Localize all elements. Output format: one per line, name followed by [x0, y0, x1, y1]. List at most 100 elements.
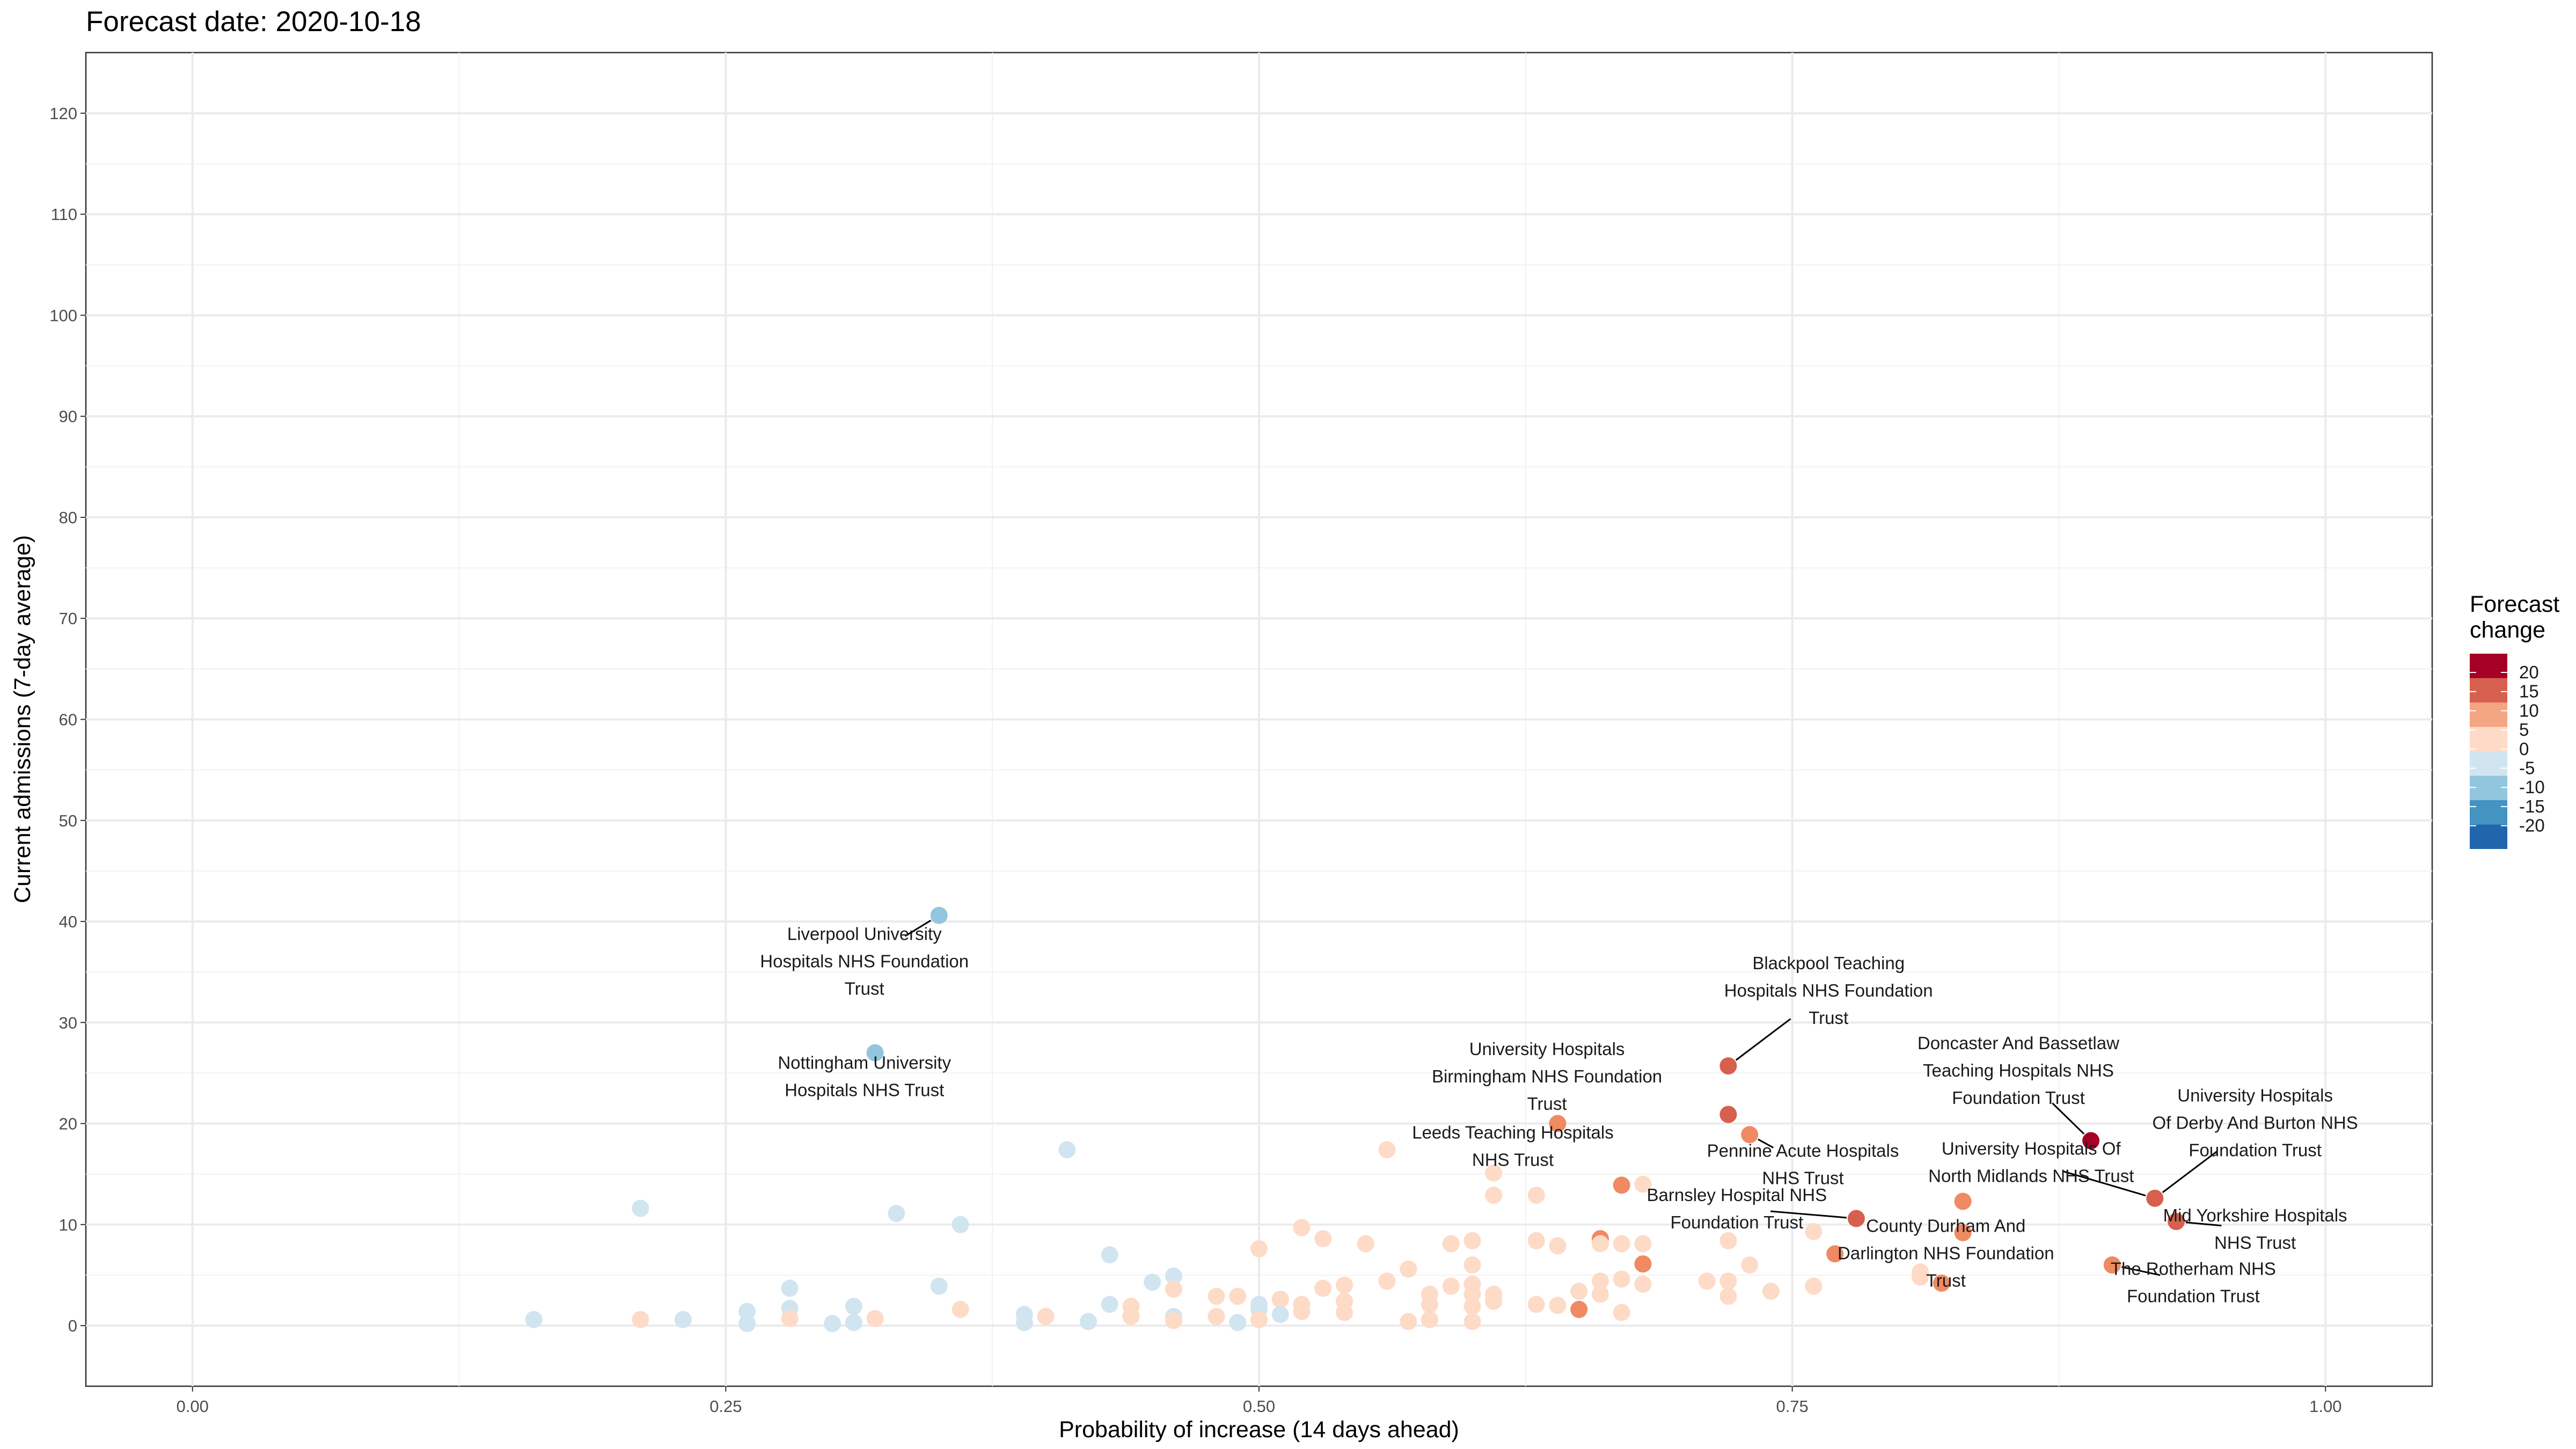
data-point — [2168, 1213, 2185, 1231]
data-point — [930, 906, 948, 924]
annotation-leader-line — [1770, 1210, 1847, 1219]
data-point — [1400, 1260, 1417, 1278]
legend-label: 10 — [2519, 700, 2539, 720]
data-point — [1847, 1210, 1865, 1227]
data-point — [1101, 1246, 1118, 1264]
annotation-line: Hospitals NHS Foundation — [1724, 980, 1933, 1000]
y-tick-label: 80 — [59, 508, 77, 527]
data-point — [1634, 1275, 1652, 1293]
data-point — [1015, 1314, 1033, 1331]
data-point — [1463, 1256, 1481, 1274]
axis-ticks: 0 10 20 30 40 50 60 70 80 90 100 110 120 0.00 0.25 0.50… — [49, 104, 2341, 1416]
annotation-leader-line — [2052, 1102, 2085, 1135]
data-point — [632, 1311, 649, 1328]
data-point — [1144, 1274, 1161, 1291]
legend-color-swatch — [2470, 751, 2507, 776]
data-point — [1101, 1296, 1118, 1313]
annotation-line: University Hospitals — [1469, 1039, 1625, 1059]
x-tick-label: 0.25 — [709, 1397, 742, 1416]
data-point — [1591, 1272, 1609, 1290]
data-point — [1826, 1245, 1844, 1263]
data-point — [1229, 1314, 1247, 1331]
y-tick-label: 30 — [59, 1013, 77, 1032]
data-point — [781, 1279, 799, 1297]
data-point — [1762, 1283, 1780, 1300]
data-point — [1463, 1313, 1481, 1330]
annotation-line: University Hospitals Of — [1942, 1139, 2121, 1159]
annotation-leader-line — [1758, 1138, 1774, 1148]
data-point — [1613, 1270, 1630, 1288]
data-point — [1527, 1296, 1545, 1313]
data-point — [1570, 1300, 1588, 1318]
y-tick-label: 60 — [59, 711, 77, 729]
data-point — [824, 1315, 841, 1333]
annotation-line: Barnsley Hospital NHS — [1646, 1185, 1827, 1205]
data-point — [952, 1216, 969, 1233]
data-point — [1549, 1115, 1567, 1132]
annotation-label: Doncaster And Bassetlaw Teaching Hospital… — [1918, 1033, 2119, 1108]
data-point — [1719, 1106, 1737, 1123]
data-point — [1954, 1192, 1972, 1210]
legend-title-line: Forecast — [2470, 591, 2559, 617]
data-point — [1805, 1223, 1823, 1240]
data-point — [1080, 1313, 1097, 1330]
data-point — [1165, 1312, 1183, 1329]
data-point — [632, 1199, 649, 1217]
annotation-line: Doncaster And Bassetlaw — [1918, 1033, 2119, 1053]
data-point — [1378, 1141, 1396, 1159]
annotation-line: County Durham And — [1866, 1216, 2025, 1236]
y-tick-label: 70 — [59, 609, 77, 628]
data-point — [1400, 1313, 1417, 1330]
annotation-leader-line — [1735, 1018, 1791, 1061]
data-points — [525, 906, 2185, 1333]
data-point — [1613, 1304, 1630, 1321]
data-point — [1527, 1187, 1545, 1204]
annotation-line: University Hospitals — [2177, 1086, 2333, 1106]
annotation-label: Pennine Acute Hospitals NHS Trust — [1707, 1140, 1899, 1188]
grid-lines — [86, 53, 2432, 1386]
data-point — [1271, 1291, 1289, 1308]
annotation-line: Teaching Hospitals NHS — [1923, 1060, 2114, 1080]
annotation-label: Liverpool University Hospitals NHS Founda… — [760, 924, 969, 998]
annotation-label: University Hospitals Of North Midlands NH… — [1928, 1139, 2134, 1186]
data-point — [1208, 1287, 1225, 1305]
data-point — [1463, 1298, 1481, 1315]
annotation-line: Foundation Trust — [1952, 1088, 2085, 1108]
x-tick-label: 0.00 — [177, 1397, 209, 1416]
data-point — [1442, 1277, 1460, 1295]
data-point — [781, 1309, 799, 1327]
data-point — [1912, 1268, 1929, 1286]
annotation-line: NHS Trust — [1472, 1150, 1554, 1169]
data-point — [1165, 1280, 1183, 1298]
annotation-line: Nottingham University — [778, 1053, 951, 1073]
annotation-label: Barnsley Hospital NHS Foundation Trust — [1646, 1185, 1827, 1232]
data-point — [1613, 1235, 1630, 1253]
annotation-line: Hospitals NHS Trust — [785, 1080, 944, 1100]
data-point — [1463, 1285, 1481, 1303]
data-point — [2082, 1132, 2100, 1150]
data-point — [1485, 1292, 1503, 1310]
data-point — [1378, 1272, 1396, 1290]
legend-color-swatch — [2470, 678, 2507, 702]
annotation-label: Mid Yorkshire Hospitals NHS Trust — [2163, 1205, 2347, 1253]
legend-label: -5 — [2519, 758, 2535, 778]
legend-label: 0 — [2519, 739, 2529, 759]
annotation-leader-line — [2063, 1170, 2146, 1197]
data-point — [1719, 1272, 1737, 1290]
annotation-line: Liverpool University — [787, 924, 942, 943]
data-point — [1208, 1308, 1225, 1326]
annotation-line: Mid Yorkshire Hospitals — [2163, 1205, 2347, 1225]
data-point — [1485, 1164, 1503, 1182]
data-point — [1933, 1274, 1950, 1292]
data-point — [1463, 1232, 1481, 1249]
annotation-label: Leeds Teaching Hospitals NHS Trust — [1412, 1122, 1613, 1169]
data-point — [1549, 1237, 1567, 1255]
legend-color-swatch — [2470, 775, 2507, 800]
data-point — [1314, 1230, 1332, 1248]
annotation-line: Of Derby And Burton NHS — [2152, 1113, 2358, 1133]
data-point — [2103, 1256, 2121, 1274]
data-point — [1613, 1176, 1630, 1194]
data-point — [952, 1300, 969, 1318]
data-point — [1698, 1272, 1716, 1290]
